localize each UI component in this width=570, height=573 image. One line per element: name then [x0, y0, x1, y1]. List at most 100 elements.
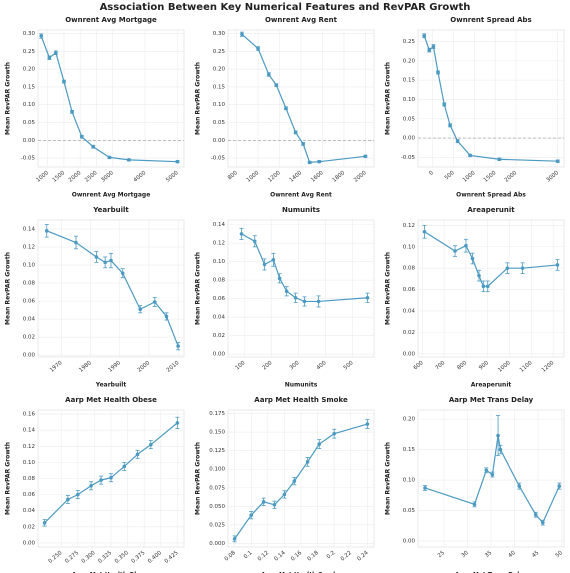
series-line [423, 35, 558, 162]
y-tick-label: 0.10 [23, 102, 36, 108]
point [284, 106, 288, 111]
y-tick-label: 0.25 [23, 49, 36, 55]
point [485, 284, 490, 289]
x-axis-label: Ownrent Avg Rent [270, 192, 332, 199]
point [274, 83, 279, 87]
point [477, 273, 481, 278]
x-tick-label: 1000 [246, 170, 261, 184]
x-tick-label: 2000 [137, 360, 152, 374]
x-tick-label: 45 [531, 550, 541, 559]
x-tick-label: 0.14 [273, 550, 287, 563]
point [249, 513, 254, 517]
x-tick-label: 1800 [332, 170, 347, 184]
plot-area [37, 219, 185, 358]
x-tick-label: 0.275 [64, 550, 80, 565]
point [307, 160, 312, 165]
point [292, 479, 297, 483]
x-tick-label: 1000 [35, 170, 50, 184]
y-tick-label: 0.08 [23, 281, 36, 287]
x-tick-label: 1100 [519, 360, 534, 374]
y-tick-label: 0.00 [403, 351, 416, 357]
x-tick-label: 200 [262, 360, 274, 372]
point [271, 258, 276, 262]
y-tick-label: -0.05 [211, 156, 226, 162]
y-tick-label: 0.30 [23, 31, 36, 37]
x-tick-label: 100 [235, 360, 247, 372]
y-tick-label: 0.02 [23, 524, 35, 530]
y-tick-label: 0.06 [23, 299, 36, 305]
y-tick-label: 0.00 [403, 136, 416, 142]
y-tick-label: 0.15 [23, 84, 36, 90]
point [505, 266, 510, 270]
point [431, 44, 436, 49]
point [520, 266, 525, 270]
y-tick-label: 0.02 [213, 333, 225, 339]
x-tick-label: 1200 [541, 360, 556, 374]
y-tick-label: 0.10 [403, 244, 416, 250]
x-tick-label: 1000 [462, 170, 477, 184]
panel-title: Ownrent Avg Mortgage [65, 16, 157, 24]
x-tick-label: 0.325 [97, 550, 113, 565]
x-tick-label: 0.22 [340, 550, 353, 562]
point [541, 520, 545, 525]
x-tick-label: 3000 [545, 170, 560, 184]
y-tick-label: 0.08 [23, 476, 36, 482]
x-tick-label: 2000 [68, 170, 83, 184]
x-tick-label: 50 [555, 550, 565, 559]
point [284, 289, 289, 294]
point [272, 502, 277, 507]
point [39, 34, 44, 38]
y-axis-label: Mean RevPAR Growth [195, 252, 202, 325]
x-tick-label: 300 [289, 360, 301, 372]
x-tick-label: 0.24 [356, 550, 370, 563]
x-tick-label: 500 [444, 170, 456, 182]
point [555, 159, 560, 164]
point [436, 70, 440, 75]
x-tick-label: 3000 [100, 170, 115, 184]
panel-title: Aarp Met Health Smoke [254, 396, 348, 404]
y-tick-label: 0.30 [213, 31, 226, 37]
point [109, 258, 113, 263]
point [175, 159, 180, 164]
y-tick-label: 0.10 [213, 259, 226, 265]
y-tick-label: 0.075 [209, 485, 225, 491]
x-tick-label: 1400 [289, 170, 304, 184]
point [42, 521, 47, 525]
y-tick-label: 0.12 [213, 241, 225, 247]
y-tick-label: 0.15 [213, 84, 226, 90]
y-tick-label: -0.05 [21, 156, 36, 162]
point [317, 442, 322, 446]
point [164, 314, 169, 319]
point [175, 421, 180, 425]
point [533, 512, 538, 517]
x-tick-label: 800 [227, 170, 239, 182]
y-tick-label: 0.125 [209, 448, 225, 454]
panel-title: Ownrent Spread Abs [450, 16, 531, 24]
x-tick-label: 2000 [353, 170, 368, 184]
y-tick-label: 0.04 [23, 508, 36, 514]
point [256, 46, 260, 51]
y-tick-label: 0.20 [23, 67, 36, 73]
y-axis-label: Mean RevPAR Growth [385, 252, 392, 325]
point [91, 144, 95, 149]
x-tick-label: 900 [478, 360, 490, 372]
y-tick-label: 0.10 [403, 478, 416, 484]
point [472, 502, 477, 507]
y-axis-label: Mean RevPAR Growth [385, 62, 392, 135]
point [277, 276, 282, 281]
x-axis-label: Yearbuilt [95, 382, 127, 389]
x-tick-label: 0.425 [164, 550, 180, 565]
x-axis-label: Aarp Met Trans Delay [455, 572, 527, 573]
panel-title: Yearbuilt [92, 206, 129, 214]
plot-area [417, 29, 565, 168]
y-tick-label: 0.25 [213, 49, 226, 55]
y-tick-label: 0.08 [403, 266, 416, 272]
point [261, 500, 266, 504]
y-tick-label: 0.00 [23, 353, 36, 359]
point [365, 422, 370, 426]
y-tick-label: 0.00 [213, 352, 226, 358]
x-tick-label: 0.2 [326, 550, 337, 560]
point [557, 484, 562, 488]
panel-title: Numunits [282, 206, 320, 214]
point [423, 486, 427, 490]
